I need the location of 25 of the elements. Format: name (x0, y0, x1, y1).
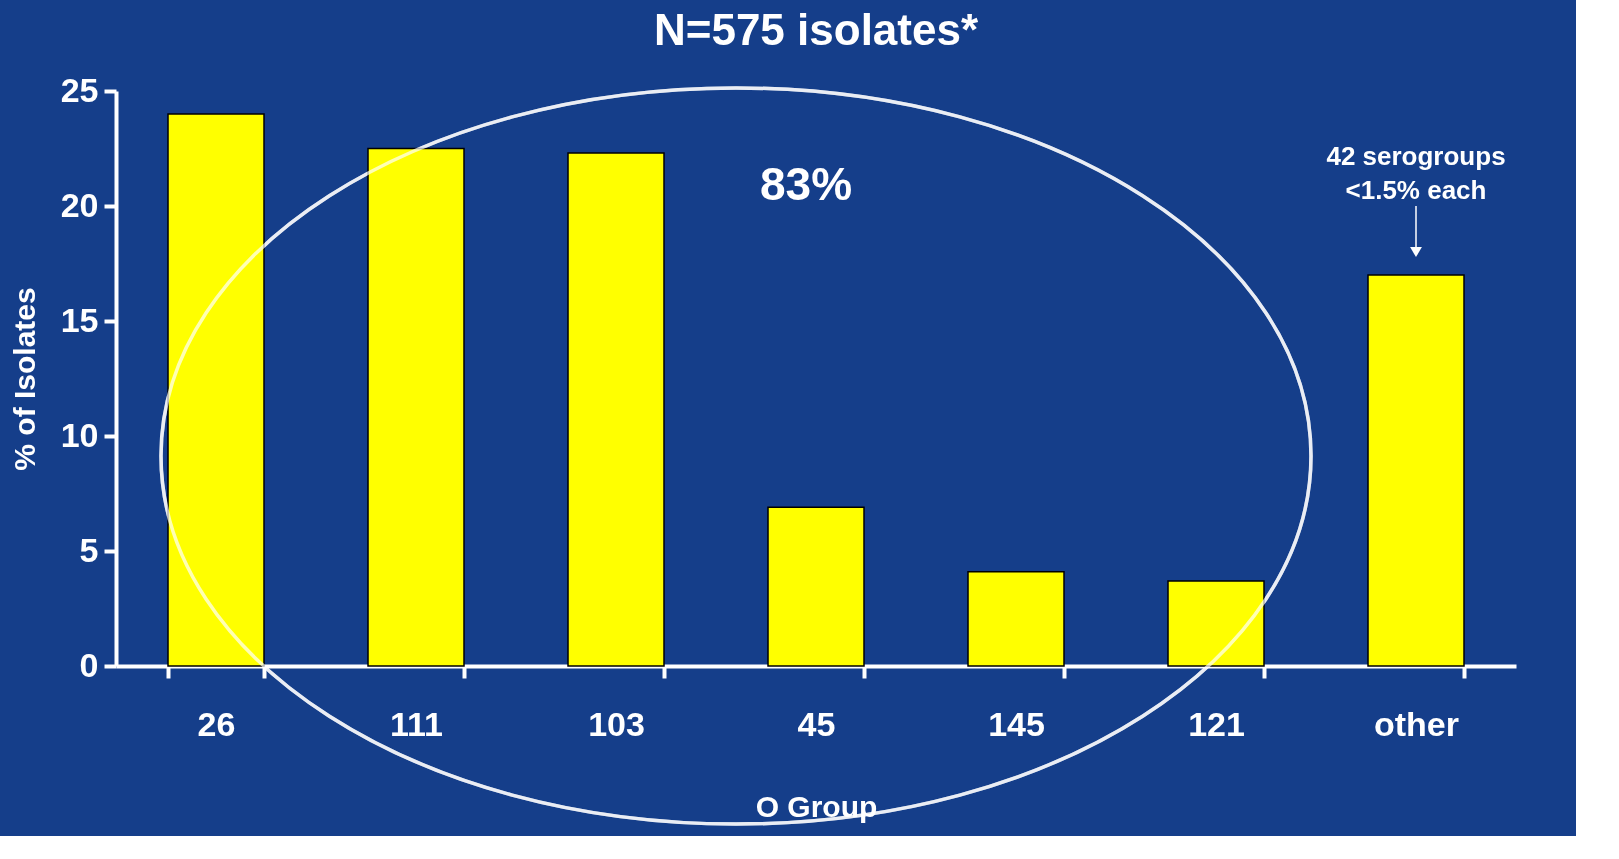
bar (1367, 274, 1465, 667)
chart-title: N=575 isolates* (653, 5, 979, 54)
annotation: 42 serogroups <1.5% each (1326, 141, 1506, 205)
x-tick-label: 103 (588, 704, 645, 743)
x-tick-label: 26 (197, 704, 236, 743)
x-tick-label: 45 (797, 704, 836, 743)
bar (167, 113, 265, 667)
y-tick-label: 20 (60, 185, 99, 224)
x-axis-title: O Group (755, 789, 878, 823)
bar (567, 152, 665, 667)
y-tick-label: 25 (60, 70, 99, 109)
x-tick-label: other (1374, 704, 1459, 743)
y-tick-label: 15 (60, 300, 99, 339)
bar (1167, 580, 1265, 667)
bar (767, 506, 865, 667)
bar (367, 147, 465, 667)
y-tick-label: 10 (60, 415, 99, 454)
x-tick-label: 121 (1188, 704, 1245, 743)
y-axis-title: % of Isolates (7, 287, 41, 471)
y-tick-label: 0 (79, 645, 99, 684)
bar (967, 570, 1065, 667)
x-tick-label: 145 (988, 704, 1045, 743)
x-tick-label: 111 (390, 704, 443, 743)
annotation: 83% (759, 158, 853, 210)
y-tick-label: 5 (79, 530, 99, 569)
